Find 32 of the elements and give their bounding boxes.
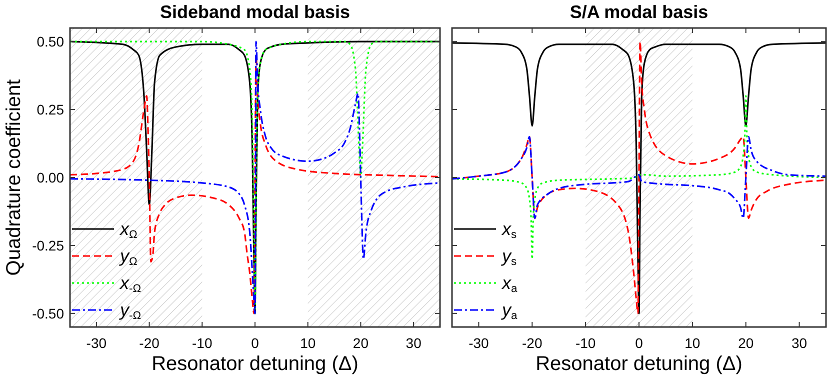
x-tick-label: 0 (251, 335, 260, 351)
x-tick-label: -10 (192, 335, 212, 351)
chart-title: Sideband modal basis (160, 2, 350, 22)
y-axis-title: Quadrature coefficient (3, 78, 25, 276)
x-tick-label: 0 (635, 335, 644, 351)
legend-label: y$_{s}$ (500, 246, 517, 268)
x-tick-label: -30 (86, 335, 107, 351)
legend-label: x$_{a}$ (501, 273, 518, 296)
x-tick-label: -20 (522, 335, 542, 351)
x-tick-label: 30 (791, 335, 808, 351)
legend-label: x$_{Ω}$ (119, 219, 138, 242)
x-tick-label: 10 (300, 335, 316, 351)
x-tick-label: -30 (468, 335, 490, 351)
x-axis-title: Resonator detuning (Δ) (536, 353, 742, 375)
x-tick-label: 30 (406, 335, 422, 351)
legend-label: y$_{-Ω}$ (118, 300, 142, 322)
y-tick-label: 0.50 (36, 34, 64, 50)
y-tick-label: -0.50 (32, 305, 64, 322)
x-tick-label: 10 (684, 335, 700, 351)
y-tick-label: -0.25 (32, 237, 64, 254)
y-tick-label: 0.25 (36, 102, 64, 118)
x-tick-label: -10 (575, 335, 596, 351)
x-tick-label: -20 (139, 335, 160, 351)
legend-label: x$_{-Ω}$ (119, 273, 142, 296)
legend-label: x$_{s}$ (501, 219, 517, 242)
legend-label: y$_{a}$ (500, 300, 518, 322)
x-tick-label: 20 (352, 335, 369, 351)
x-axis-title: Resonator detuning (Δ) (152, 353, 358, 375)
y-tick-label: 0.00 (36, 170, 64, 186)
chart-title: S/A modal basis (570, 2, 708, 22)
legend-label: y$_{Ω}$ (118, 246, 138, 268)
x-tick-label: 20 (738, 335, 754, 351)
